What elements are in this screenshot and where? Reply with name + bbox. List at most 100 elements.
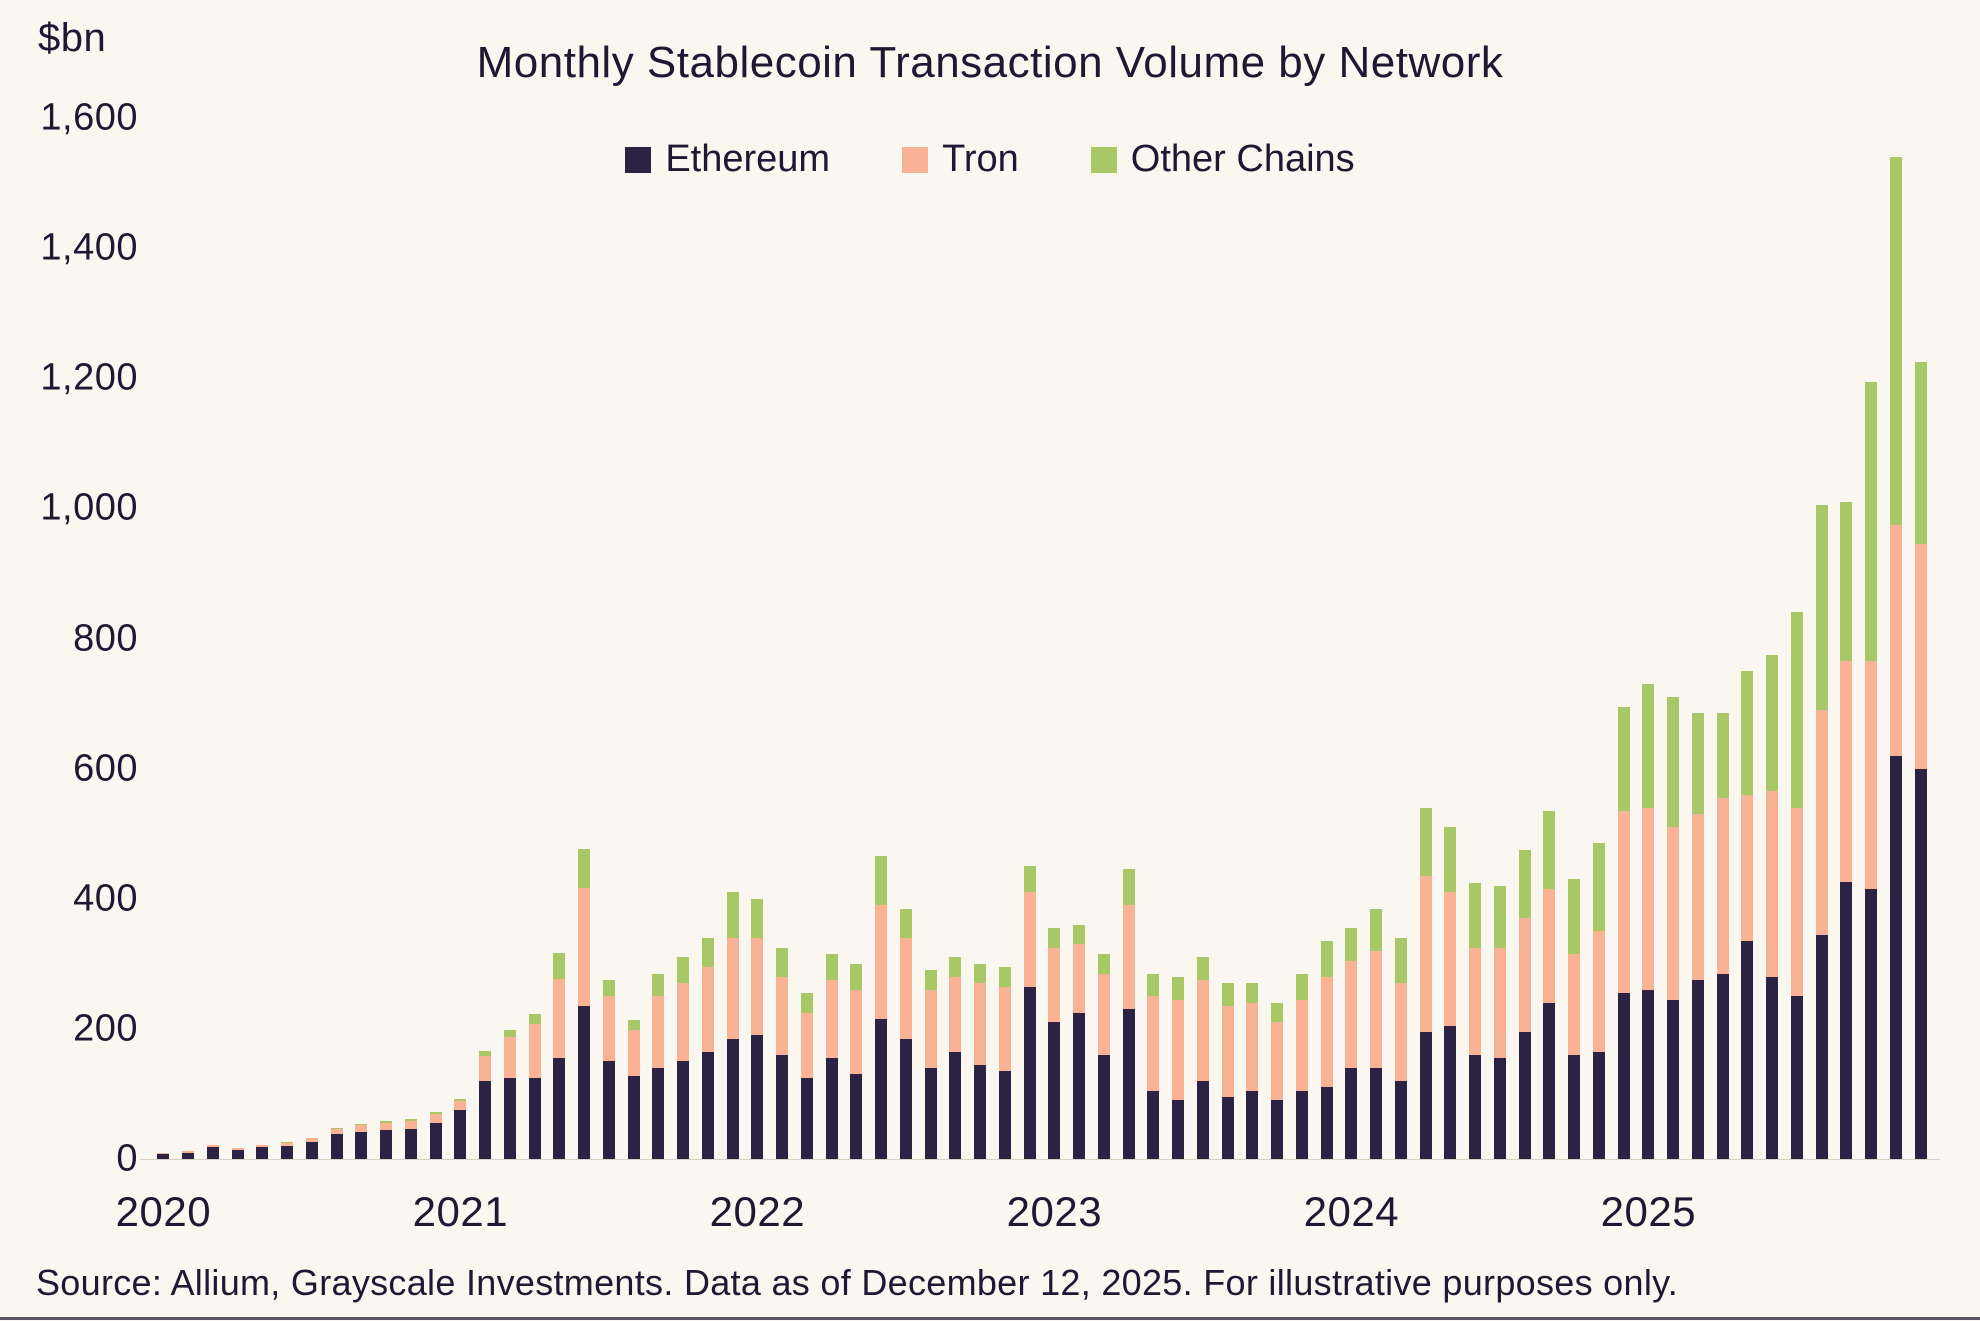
bar-segment-tron <box>281 1142 294 1146</box>
legend-label-ethereum: Ethereum <box>665 138 831 180</box>
bar-oct-2020 <box>374 118 399 1159</box>
bar-nov-2020 <box>399 118 424 1159</box>
bar-segment-other-chains <box>949 957 962 977</box>
bar-stack <box>1642 118 1655 1159</box>
bar-stack <box>404 118 417 1159</box>
bar-segment-tron <box>627 1030 640 1076</box>
bar-stack <box>1370 118 1383 1159</box>
bar-stack <box>578 118 591 1159</box>
bar-stack <box>1617 118 1630 1159</box>
bar-jun-2021 <box>572 118 597 1159</box>
bar-jan-2022 <box>745 118 770 1159</box>
bar-segment-tron <box>602 996 615 1062</box>
legend-label-tron: Tron <box>942 138 1019 180</box>
bar-segment-other-chains <box>1642 684 1655 808</box>
bar-segment-tron <box>1790 807 1803 997</box>
bar-segment-tron <box>503 1037 516 1078</box>
bar-stack <box>1493 118 1506 1159</box>
bar-segment-other-chains <box>1172 976 1185 1000</box>
bar-segment-ethereum <box>429 1123 442 1159</box>
bar-segment-other-chains <box>1345 928 1358 961</box>
bar-segment-other-chains <box>1815 505 1828 711</box>
bar-segment-other-chains <box>1320 941 1333 977</box>
bar-dec-2021 <box>720 118 745 1159</box>
bar-dec-2025 <box>1908 118 1933 1159</box>
bar-segment-ethereum <box>1444 1025 1457 1159</box>
bar-stack <box>182 118 195 1159</box>
bar-segment-ethereum <box>1295 1090 1308 1159</box>
plot-area <box>151 118 1933 1159</box>
bar-jul-2021 <box>597 118 622 1159</box>
bar-stack <box>281 118 294 1159</box>
bar-segment-other-chains <box>1716 713 1729 798</box>
bar-segment-ethereum <box>1419 1032 1432 1159</box>
bar-segment-ethereum <box>1048 1022 1061 1159</box>
bar-feb-2022 <box>770 118 795 1159</box>
bar-stack <box>602 118 615 1159</box>
bar-segment-other-chains <box>1370 908 1383 951</box>
bar-segment-other-chains <box>553 952 566 979</box>
bar-segment-tron <box>479 1056 492 1081</box>
bar-stack <box>1518 118 1531 1159</box>
bar-segment-other-chains <box>1518 849 1531 919</box>
bar-stack <box>1345 118 1358 1159</box>
bar-stack <box>924 118 937 1159</box>
bar-segment-other-chains <box>281 1142 294 1143</box>
bar-jun-2020 <box>275 118 300 1159</box>
bar-stack <box>1667 118 1680 1159</box>
bar-stack <box>1048 118 1061 1159</box>
bar-segment-tron <box>1023 892 1036 987</box>
bar-dec-2022 <box>1017 118 1042 1159</box>
bar-segment-ethereum <box>800 1077 813 1159</box>
bar-segment-tron <box>1543 889 1556 1003</box>
bar-jan-2021 <box>448 118 473 1159</box>
bar-segment-tron <box>380 1122 393 1131</box>
bar-segment-tron <box>652 996 665 1068</box>
bar-segment-ethereum <box>1394 1080 1407 1159</box>
bar-aug-2023 <box>1215 118 1240 1159</box>
bar-segment-ethereum <box>1543 1002 1556 1159</box>
bar-segment-tron <box>726 937 739 1039</box>
y-axis-unit-label: $bn <box>38 16 107 60</box>
bar-segment-tron <box>1766 791 1779 977</box>
bar-segment-ethereum <box>825 1058 838 1159</box>
bar-segment-other-chains <box>1469 882 1482 948</box>
bar-segment-other-chains <box>899 908 912 938</box>
bar-jan-2024 <box>1339 118 1364 1159</box>
bar-jun-2025 <box>1760 118 1785 1159</box>
bar-nov-2023 <box>1290 118 1315 1159</box>
bar-stack <box>355 118 368 1159</box>
bar-stack <box>1196 118 1209 1159</box>
bar-segment-ethereum <box>206 1147 219 1159</box>
bar-stack <box>1815 118 1828 1159</box>
bar-segment-tron <box>1394 983 1407 1081</box>
bar-stack <box>751 118 764 1159</box>
bottom-divider <box>0 1317 1980 1320</box>
bar-segment-tron <box>206 1145 219 1148</box>
bar-segment-ethereum <box>1246 1090 1259 1159</box>
bar-stack <box>1444 118 1457 1159</box>
bar-stack <box>1741 118 1754 1159</box>
bar-segment-ethereum <box>627 1075 640 1159</box>
bar-segment-ethereum <box>1815 934 1828 1159</box>
bar-stack <box>429 118 442 1159</box>
bar-segment-ethereum <box>1865 889 1878 1159</box>
bar-apr-2020 <box>225 118 250 1159</box>
bar-apr-2023 <box>1116 118 1141 1159</box>
bar-segment-tron <box>974 983 987 1065</box>
bar-feb-2023 <box>1067 118 1092 1159</box>
bar-sep-2020 <box>349 118 374 1159</box>
bar-segment-other-chains <box>602 980 615 997</box>
bar-segment-tron <box>1295 999 1308 1091</box>
bar-segment-tron <box>677 983 690 1062</box>
bar-segment-tron <box>1320 976 1333 1088</box>
bar-stack <box>1790 118 1803 1159</box>
bar-stack <box>1568 118 1581 1159</box>
bar-segment-ethereum <box>1122 1009 1135 1159</box>
bar-may-2023 <box>1141 118 1166 1159</box>
bar-segment-tron <box>1518 918 1531 1033</box>
x-year-label-2022: 2022 <box>709 1188 806 1235</box>
bar-jan-2025 <box>1636 118 1661 1159</box>
bar-segment-tron <box>1691 814 1704 981</box>
bar-stack <box>1073 118 1086 1159</box>
